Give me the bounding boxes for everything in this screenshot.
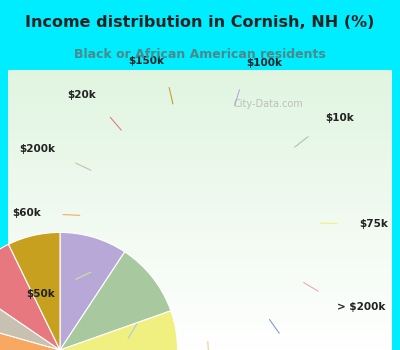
- Text: $200k: $200k: [20, 144, 56, 154]
- Text: $20k: $20k: [67, 90, 96, 100]
- Wedge shape: [0, 284, 60, 350]
- Text: $150k: $150k: [128, 56, 164, 66]
- Wedge shape: [60, 232, 125, 350]
- Wedge shape: [60, 252, 171, 350]
- Text: $50k: $50k: [27, 289, 56, 299]
- Text: > $200k: > $200k: [337, 302, 386, 313]
- Text: $10k: $10k: [326, 113, 354, 123]
- Wedge shape: [0, 318, 60, 350]
- Text: $60k: $60k: [12, 209, 40, 218]
- Text: $100k: $100k: [246, 58, 282, 68]
- Text: Black or African American residents: Black or African American residents: [74, 48, 326, 61]
- Wedge shape: [0, 244, 60, 350]
- Text: City-Data.com: City-Data.com: [234, 99, 303, 108]
- Text: $75k: $75k: [360, 219, 388, 229]
- Text: Income distribution in Cornish, NH (%): Income distribution in Cornish, NH (%): [25, 15, 375, 30]
- Wedge shape: [60, 311, 178, 350]
- Wedge shape: [8, 232, 60, 350]
